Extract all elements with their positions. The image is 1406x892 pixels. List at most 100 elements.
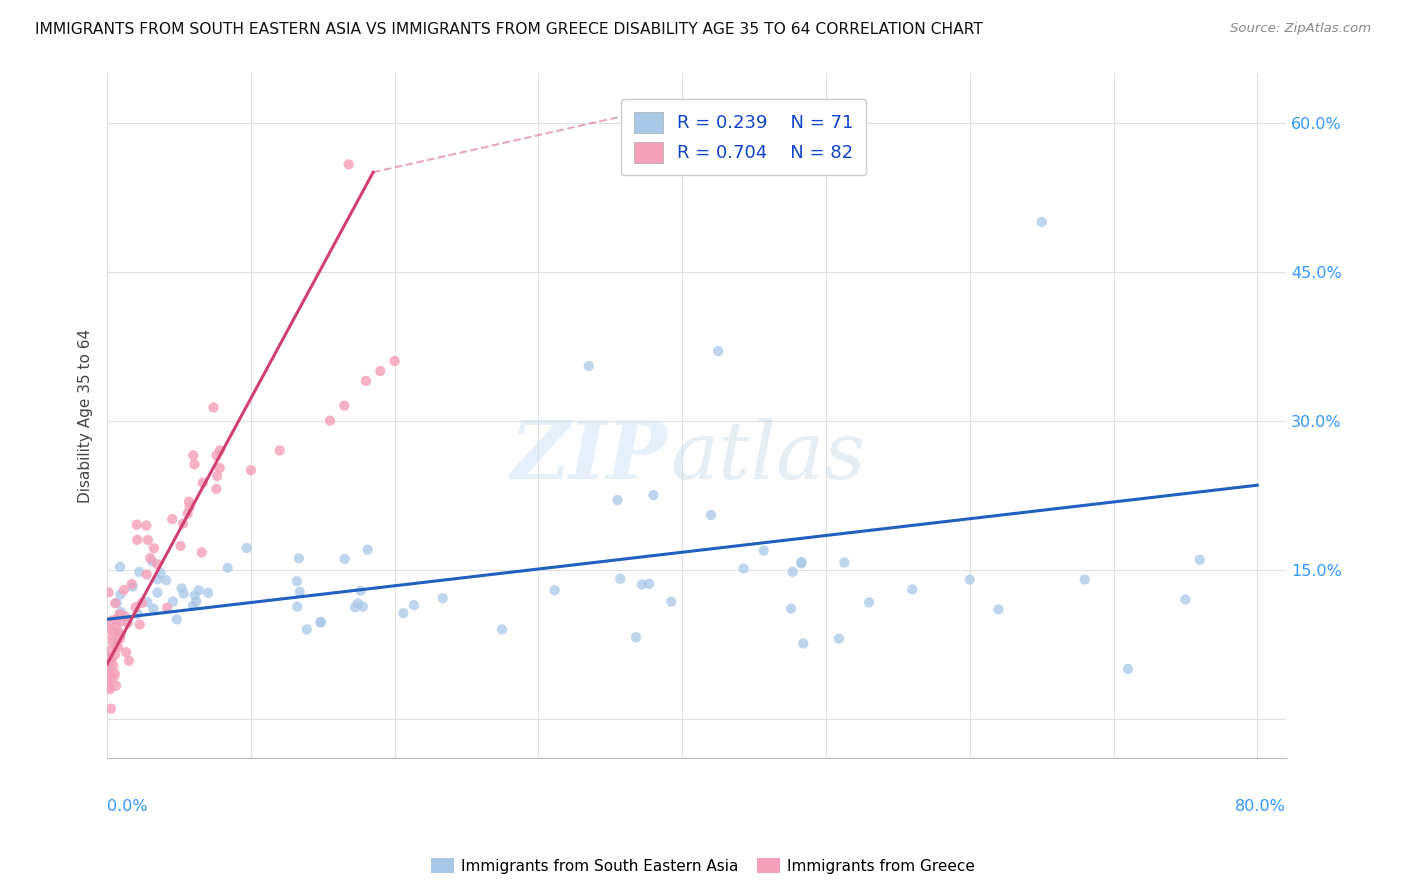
Point [309,615,332,630]
Point [780,601,803,615]
Point [197,586,219,600]
Point [828,632,851,646]
Point [97,673,120,687]
Point [333,552,356,566]
Point [169,539,191,553]
Point [128,617,150,632]
Point [114,609,136,624]
Point [901,582,924,597]
Text: Source: ZipAtlas.com: Source: ZipAtlas.com [1230,22,1371,36]
Point [659,594,682,608]
Point [128,565,150,579]
Point [127,607,149,621]
Text: 80.0%: 80.0% [1236,799,1286,814]
Point [136,533,159,547]
Point [643,488,665,502]
Point [285,574,308,589]
Point [183,458,205,472]
Point [782,565,804,579]
Point [285,599,308,614]
Point [700,508,723,522]
Point [834,556,856,570]
Legend: R = 0.239    N = 71, R = 0.704    N = 82: R = 0.239 N = 71, R = 0.704 N = 82 [621,99,866,175]
Point [118,654,141,668]
Point [101,630,124,644]
Point [125,517,148,532]
Point [104,648,127,662]
Point [432,591,454,606]
Point [239,463,262,477]
Point [104,596,127,610]
Point [790,557,813,571]
Point [205,449,228,463]
Point [269,443,291,458]
Point [104,618,127,632]
Point [110,615,132,629]
Y-axis label: Disability Age 35 to 64: Disability Age 35 to 64 [79,328,93,503]
Point [356,542,378,557]
Point [108,607,131,622]
Point [146,573,169,587]
Point [100,654,122,668]
Point [792,636,814,650]
Legend: Immigrants from South Eastern Asia, Immigrants from Greece: Immigrants from South Eastern Asia, Immi… [425,852,981,880]
Point [115,645,138,659]
Point [146,585,169,599]
Point [350,583,373,598]
Text: ZIP: ZIP [510,418,666,496]
Point [101,635,124,649]
Point [105,679,128,693]
Point [162,594,184,608]
Point [172,516,194,531]
Point [1116,662,1139,676]
Point [1031,215,1053,229]
Point [752,543,775,558]
Point [97,661,120,675]
Point [146,558,169,572]
Point [344,600,367,615]
Point [337,157,360,171]
Point [578,359,600,373]
Point [98,682,121,697]
Point [631,577,654,591]
Point [858,595,880,609]
Point [392,606,415,620]
Point [208,443,231,458]
Point [959,573,981,587]
Point [187,583,209,598]
Point [108,632,131,646]
Point [117,615,139,630]
Point [110,627,132,641]
Point [107,624,129,639]
Point [624,630,647,644]
Point [139,551,162,566]
Point [105,596,128,610]
Point [987,602,1010,616]
Point [104,666,127,681]
Point [142,601,165,615]
Point [707,344,730,359]
Text: IMMIGRANTS FROM SOUTH EASTERN ASIA VS IMMIGRANTS FROM GREECE DISABILITY AGE 35 T: IMMIGRANTS FROM SOUTH EASTERN ASIA VS IM… [35,22,983,37]
Point [208,461,231,475]
Point [110,605,132,619]
Point [183,449,205,463]
Point [103,624,125,639]
Point [155,574,177,588]
Point [97,653,120,667]
Point [347,597,370,611]
Point [121,580,143,594]
Point [101,614,124,628]
Point [131,596,153,610]
Point [790,555,813,569]
Point [543,583,565,598]
Point [98,680,121,694]
Point [288,585,311,599]
Point [309,615,332,629]
Text: atlas: atlas [671,418,866,496]
Point [235,541,257,555]
Point [1074,573,1097,587]
Point [190,545,212,559]
Point [97,657,120,672]
Point [295,623,318,637]
Point [105,612,128,626]
